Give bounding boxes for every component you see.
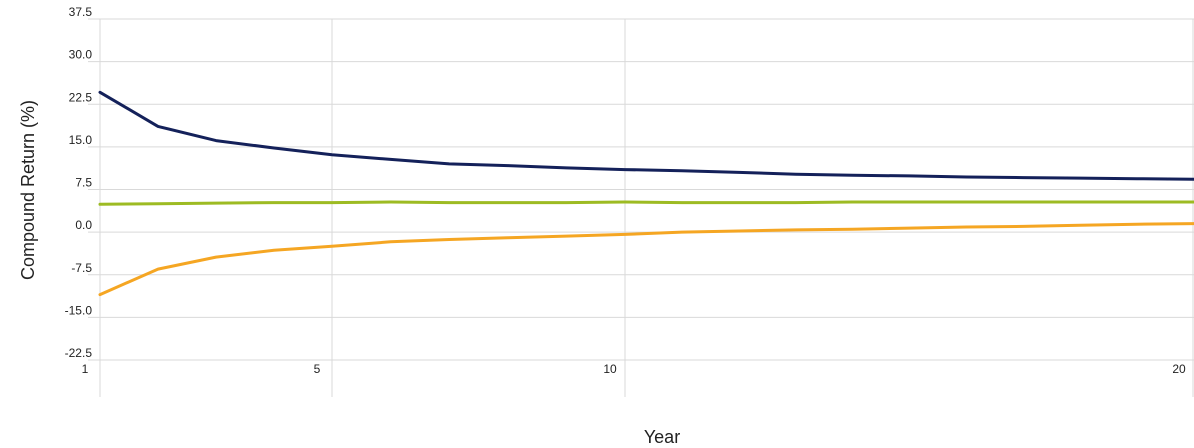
x-tick-label: 10 [603, 362, 617, 376]
series-line-3 [98, 222, 1194, 297]
x-tick-label: 5 [314, 362, 321, 376]
y-tick-label: -15.0 [65, 303, 93, 317]
grid-lines [88, 18, 1194, 397]
y-tick-label: -7.5 [71, 261, 92, 275]
y-tick-label: 37.5 [69, 5, 93, 19]
y-tick-label: 22.5 [69, 90, 93, 104]
x-axis-title: Year [644, 427, 680, 447]
x-tick-label: 20 [1172, 362, 1186, 376]
tick-labels: 37.5 30.0 22.5 15.0 7.5 0.0 -7.5 -15.0 -22.5 1 5 10… [65, 5, 1186, 376]
y-axis-title: Compound Return (%) [18, 100, 38, 280]
y-tick-label: 0.0 [75, 218, 92, 232]
y-tick-label: -22.5 [65, 346, 93, 360]
y-tick-label: 7.5 [75, 176, 92, 190]
series-line-1 [98, 90, 1194, 181]
series-line-2 [98, 200, 1194, 206]
series-lines [98, 90, 1194, 297]
y-tick-label: 15.0 [69, 133, 93, 147]
y-tick-label: 30.0 [69, 48, 93, 62]
x-tick-label: 1 [82, 362, 89, 376]
